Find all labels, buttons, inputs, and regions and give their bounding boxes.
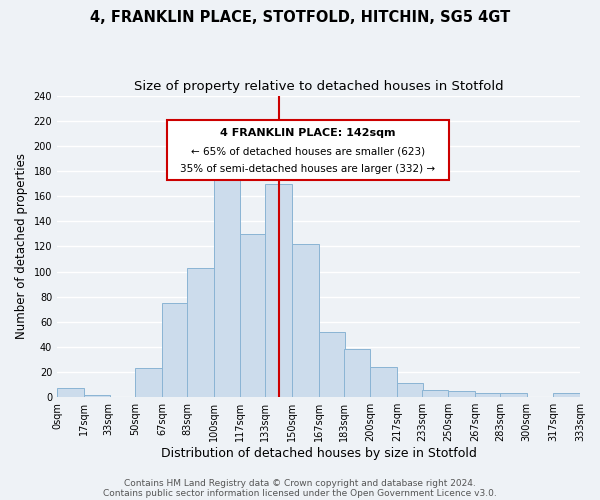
- Bar: [553, 394, 580, 397]
- Bar: [214, 154, 240, 397]
- Bar: [397, 384, 424, 397]
- Bar: [370, 367, 397, 397]
- Bar: [240, 234, 267, 397]
- Text: 4 FRANKLIN PLACE: 142sqm: 4 FRANKLIN PLACE: 142sqm: [220, 128, 396, 138]
- FancyBboxPatch shape: [167, 120, 449, 180]
- Y-axis label: Number of detached properties: Number of detached properties: [15, 154, 28, 340]
- Bar: [475, 394, 502, 397]
- Bar: [422, 390, 448, 397]
- Text: 35% of semi-detached houses are larger (332) →: 35% of semi-detached houses are larger (…: [181, 164, 436, 174]
- Bar: [500, 394, 527, 397]
- Bar: [187, 268, 214, 397]
- Bar: [162, 303, 188, 397]
- Title: Size of property relative to detached houses in Stotfold: Size of property relative to detached ho…: [134, 80, 503, 93]
- Bar: [344, 350, 370, 397]
- Bar: [265, 184, 292, 397]
- Bar: [57, 388, 83, 397]
- Text: 4, FRANKLIN PLACE, STOTFOLD, HITCHIN, SG5 4GT: 4, FRANKLIN PLACE, STOTFOLD, HITCHIN, SG…: [90, 10, 510, 25]
- X-axis label: Distribution of detached houses by size in Stotfold: Distribution of detached houses by size …: [161, 447, 476, 460]
- Bar: [319, 332, 345, 397]
- Bar: [292, 244, 319, 397]
- Text: ← 65% of detached houses are smaller (623): ← 65% of detached houses are smaller (62…: [191, 146, 425, 156]
- Bar: [136, 368, 162, 397]
- Text: Contains public sector information licensed under the Open Government Licence v3: Contains public sector information licen…: [103, 488, 497, 498]
- Bar: [83, 394, 110, 397]
- Text: Contains HM Land Registry data © Crown copyright and database right 2024.: Contains HM Land Registry data © Crown c…: [124, 478, 476, 488]
- Bar: [448, 391, 475, 397]
